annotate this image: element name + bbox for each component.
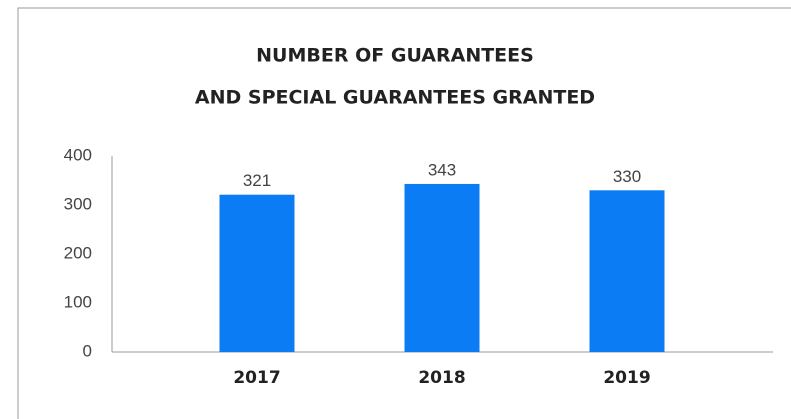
chart-title: AND SPECIAL GUARANTEES GRANTED	[195, 87, 595, 109]
bar	[219, 194, 295, 352]
bar	[404, 183, 480, 352]
y-tick-label: 0	[83, 341, 92, 360]
y-tick-label: 100	[64, 292, 92, 311]
x-tick-label: 2018	[418, 368, 465, 388]
bar	[589, 190, 665, 352]
x-tick-label: 2019	[603, 368, 650, 388]
y-tick-label: 400	[64, 145, 92, 164]
value-label: 343	[428, 160, 456, 179]
chart-title: NUMBER OF GUARANTEES	[256, 45, 534, 67]
y-tick-label: 300	[64, 194, 92, 213]
value-label: 321	[243, 171, 271, 190]
y-tick-label: 200	[64, 243, 92, 262]
x-tick-label: 2017	[233, 368, 280, 388]
frame	[17, 7, 791, 419]
value-label: 330	[613, 167, 641, 186]
